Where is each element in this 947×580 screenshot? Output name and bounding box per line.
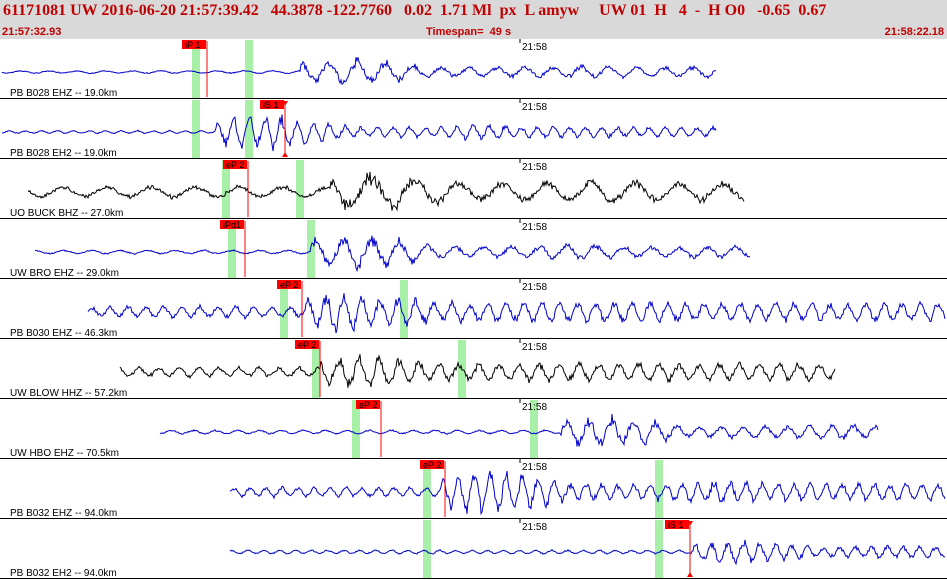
phase-window [423, 460, 431, 518]
channel-label: PB B032 EH2 -- 94.0km [10, 568, 117, 579]
phase-window [192, 100, 200, 158]
pick-flag [223, 160, 247, 169]
phase-window [222, 160, 230, 218]
waveform-trace [87, 293, 946, 334]
minute-label: 21:58 [522, 222, 547, 233]
phase-window [352, 400, 360, 458]
timespan-label: Timespan= 49 s [426, 26, 512, 38]
minute-label: 21:58 [522, 162, 547, 173]
pick-label: iPd1 [223, 220, 241, 230]
waveform-trace [229, 539, 945, 566]
channel-panel[interactable]: 21:58 eP 2 UO BUCK BHZ -- 27.0km [0, 159, 947, 219]
pick-flag [420, 460, 444, 469]
minute-label: 21:58 [522, 522, 547, 533]
pick-arrow-bottom [282, 152, 288, 157]
pick-flag [356, 400, 380, 409]
phase-window [296, 160, 304, 218]
channel-label: UW BLOW HHZ -- 57.2km [10, 388, 127, 399]
channel-label: PB B032 EHZ -- 94.0km [10, 508, 117, 519]
minute-label: 21:58 [522, 402, 547, 413]
waveform-trace [27, 171, 745, 212]
pick-flag [665, 520, 689, 529]
phase-window [192, 40, 200, 98]
phase-window [400, 280, 408, 338]
pick-flag [260, 100, 284, 109]
pick-arrow-top [282, 101, 288, 106]
channel-panel[interactable]: 21:58 eP 2 PB B032 EHZ -- 94.0km [0, 459, 947, 519]
channel-panel[interactable]: 21:58 iP 1 PB B028 EHZ -- 19.0km [0, 39, 947, 99]
pick-arrow-top [687, 521, 693, 526]
phase-window [655, 460, 663, 518]
channel-panel[interactable]: 21:58 eP 2 PB B030 EHZ -- 46.3km [0, 279, 947, 339]
pick-label: eP 2 [280, 280, 298, 290]
waveform-trace [34, 235, 751, 273]
pick-flag [220, 220, 244, 229]
channel-label: PB B028 EH2 -- 19.0km [10, 148, 117, 159]
waveform-trace [1, 57, 717, 85]
waveform-trace [229, 470, 946, 516]
channel-panel[interactable]: 21:58 iS 1 PB B028 EH2 -- 19.0km [0, 99, 947, 159]
channel-label: UW HBO EHZ -- 70.5km [10, 448, 119, 459]
pick-label: eP 2 [226, 160, 244, 170]
pick-flag [277, 280, 301, 289]
phase-window [280, 280, 288, 338]
minute-label: 21:58 [522, 282, 547, 293]
seismogram-svg[interactable]: 21:58 iP 1 PB B028 EHZ -- 19.0km 21:58 iS 1 P… [0, 39, 947, 580]
event-header: 61171081 UW 2016-06-20 21:57:39.42 44.38… [0, 0, 947, 39]
waveform-trace [119, 354, 836, 388]
minute-label: 21:58 [522, 102, 547, 113]
waveform-trace [1, 114, 717, 152]
channel-panel[interactable]: 21:58 eP 2 UW HBO EHZ -- 70.5km [0, 399, 947, 459]
pick-label: eP 2 [298, 340, 316, 350]
channel-label: UO BUCK BHZ -- 27.0km [10, 208, 123, 219]
minute-label: 21:58 [522, 462, 547, 473]
minute-label: 21:58 [522, 342, 547, 353]
pick-label: iS 1 [668, 520, 684, 530]
start-time: 21:57:32.93 [2, 26, 62, 38]
event-summary-title: 61171081 UW 2016-06-20 21:57:39.42 44.38… [3, 2, 827, 19]
end-time: 21:58:22.18 [884, 26, 944, 38]
channel-panel[interactable]: 21:58 iPd1 UW BRO EHZ -- 29.0km [0, 219, 947, 279]
waveform-trace [159, 413, 879, 447]
pick-label: eP 2 [359, 400, 377, 410]
pick-flag [295, 340, 319, 349]
channel-panel[interactable]: 21:58 iS 1 PB B032 EH2 -- 94.0km [0, 519, 947, 579]
channel-panel[interactable]: 21:58 eP 2 UW BLOW HHZ -- 57.2km [0, 339, 947, 399]
phase-window [655, 520, 663, 578]
phase-window [245, 40, 253, 98]
pick-label: iP 1 [185, 40, 200, 50]
channel-label: PB B030 EHZ -- 46.3km [10, 328, 117, 339]
pick-arrow-bottom [687, 572, 693, 577]
pick-label: eP 2 [423, 460, 441, 470]
pick-flag [182, 40, 206, 49]
channel-label: PB B028 EHZ -- 19.0km [10, 88, 117, 99]
seismogram-panel[interactable]: 21:58 iP 1 PB B028 EHZ -- 19.0km 21:58 iS 1 P… [0, 39, 947, 580]
pick-label: iS 1 [263, 100, 279, 110]
channel-label: UW BRO EHZ -- 29.0km [10, 268, 119, 279]
phase-window [245, 100, 253, 158]
phase-window [423, 520, 431, 578]
phase-window [228, 220, 236, 278]
minute-label: 21:58 [522, 42, 547, 53]
phase-window [530, 400, 538, 458]
